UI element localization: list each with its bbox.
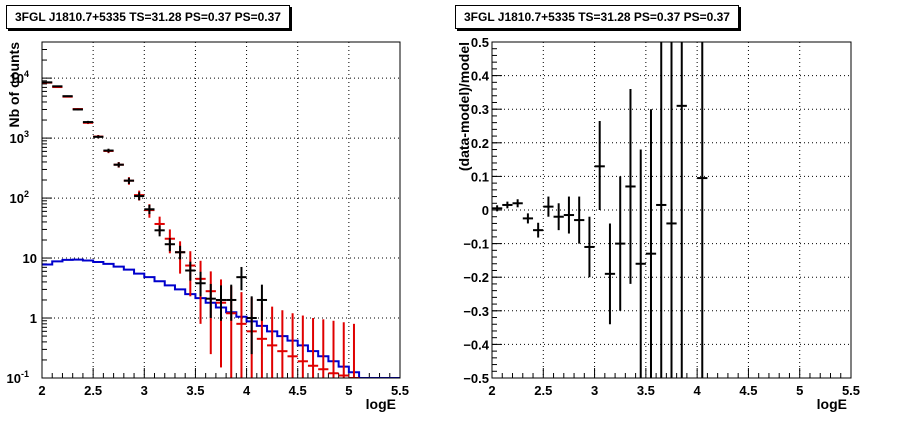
y-tick-label: 0.1 — [471, 169, 489, 184]
plot-frame — [41, 41, 401, 379]
y-tick-label: 10-1 — [7, 369, 29, 386]
y-tick-label: 0.2 — [471, 136, 489, 151]
x-tick-label: 3.5 — [637, 383, 655, 398]
x-tick-label: 5.5 — [842, 383, 860, 398]
y-tick-label: −0.4 — [463, 337, 489, 352]
x-tick-label: 2.5 — [84, 383, 102, 398]
y-tick-label: 102 — [10, 189, 29, 206]
y-tick-label: −0.3 — [463, 304, 489, 319]
y-axis-label: (data-model)/model — [456, 42, 472, 171]
x-tick-label: 5.5 — [391, 383, 409, 398]
y-tick-label: 0 — [482, 203, 489, 218]
plot-title-right: 3FGL J1810.7+5335 TS=31.28 PS=0.37 PS=0.… — [455, 5, 739, 29]
x-tick-label: 2 — [488, 383, 495, 398]
plot-title-left: 3FGL J1810.7+5335 TS=31.28 PS=0.37 PS=0.… — [6, 5, 290, 29]
y-tick-label: −0.1 — [463, 237, 489, 252]
x-tick-label: 2 — [38, 383, 45, 398]
y-axis-label: Nb of counts — [6, 42, 22, 128]
series-group — [42, 81, 400, 378]
y-tick-label: 0.5 — [471, 35, 489, 50]
x-tick-label: 5 — [796, 383, 803, 398]
x-tick-label: 3.5 — [186, 383, 204, 398]
series-group — [492, 42, 708, 378]
x-tick-label: 4 — [243, 383, 251, 398]
x-tick-label: 2.5 — [534, 383, 552, 398]
x-tick-label: 4 — [694, 383, 702, 398]
x-tick-label: 5 — [345, 383, 352, 398]
x-axis-label: logE — [366, 396, 396, 412]
x-axis-label: logE — [817, 396, 847, 412]
y-tick-label: 0.3 — [471, 102, 489, 117]
x-tick-label: 4.5 — [289, 383, 307, 398]
plot-frame — [491, 41, 852, 379]
y-tick-label: 103 — [10, 129, 29, 146]
y-tick-label: 10 — [23, 251, 37, 266]
y-tick-label: 1 — [30, 311, 37, 326]
x-tick-label: 4.5 — [739, 383, 757, 398]
x-tick-label: 3 — [141, 383, 148, 398]
x-tick-label: 3 — [591, 383, 598, 398]
y-tick-label: −0.2 — [463, 270, 489, 285]
y-tick-label: 0.4 — [471, 69, 490, 84]
y-tick-label: −0.5 — [463, 371, 489, 386]
